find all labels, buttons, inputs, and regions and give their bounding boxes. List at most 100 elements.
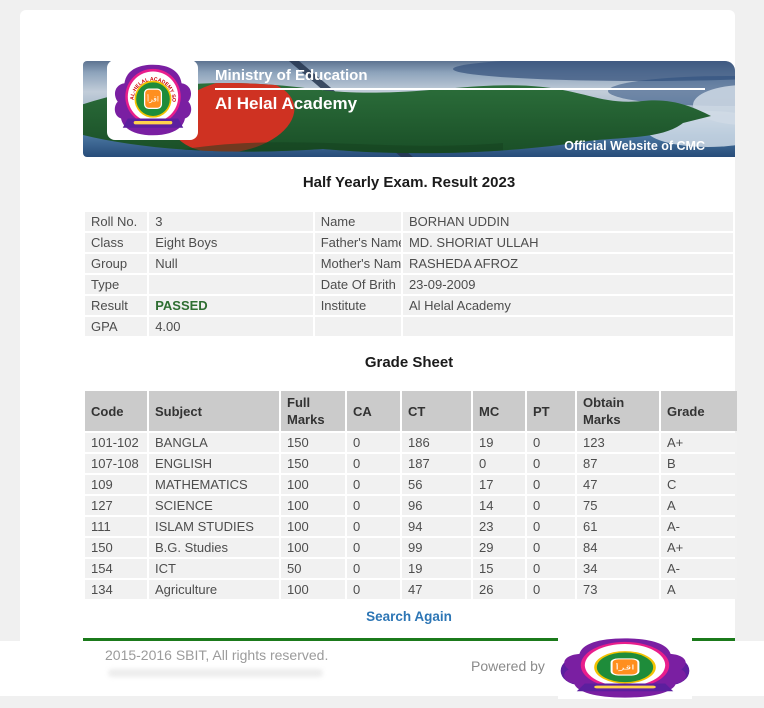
grade-cell-full-marks: 150 <box>281 433 345 452</box>
grade-cell-obtain: 47 <box>577 475 659 494</box>
info-label: Father's Name <box>314 233 401 252</box>
grade-cell-ca: 0 <box>347 475 400 494</box>
grade-cell-ct: 187 <box>402 454 471 473</box>
col-header-pt: PT <box>527 391 575 431</box>
grade-cell-ca: 0 <box>347 433 400 452</box>
official-website-note: Official Website of CMC <box>564 139 705 153</box>
grade-cell-mc: 0 <box>473 454 525 473</box>
search-again-container: Search Again <box>83 608 735 626</box>
search-again-link[interactable]: Search Again <box>366 609 452 624</box>
grade-cell-pt: 0 <box>527 580 575 599</box>
grade-cell-grade: A+ <box>661 538 737 557</box>
grade-cell-pt: 0 <box>527 559 575 578</box>
grade-cell-code: 109 <box>85 475 147 494</box>
info-label: GPA <box>85 317 148 336</box>
grade-cell-ca: 0 <box>347 538 400 557</box>
grade-cell-subject: B.G. Studies <box>149 538 279 557</box>
result-status: PASSED <box>149 296 313 315</box>
grade-cell-subject: Agriculture <box>149 580 279 599</box>
grade-row: 107-108 ENGLISH 150 0 187 0 0 87 B <box>85 454 737 473</box>
content-card: AL-HELAL ACADEMY SONAGAZI اقرأ Ministry … <box>20 10 737 645</box>
col-header-full-marks: Full Marks <box>281 391 345 431</box>
info-label: Type <box>85 275 148 294</box>
col-header-mc: MC <box>473 391 525 431</box>
ministry-title: Ministry of Education <box>215 67 368 84</box>
info-row: Result PASSED Institute Al Helal Academy <box>85 296 733 315</box>
grade-sheet-title: Grade Sheet <box>364 354 454 371</box>
grade-cell-full-marks: 100 <box>281 580 345 599</box>
grade-cell-ct: 94 <box>402 517 471 536</box>
grade-cell-obtain: 75 <box>577 496 659 515</box>
banner-divider <box>215 88 705 90</box>
grade-cell-obtain: 61 <box>577 517 659 536</box>
grade-cell-mc: 17 <box>473 475 525 494</box>
logo-arabic-text: اقرأ <box>147 94 159 104</box>
grade-cell-subject: SCIENCE <box>149 496 279 515</box>
grade-cell-full-marks: 100 <box>281 496 345 515</box>
info-row: Group Null Mother's Name RASHEDA AFROZ <box>85 254 733 273</box>
bangladesh-flag-image <box>83 61 735 157</box>
grade-cell-full-marks: 150 <box>281 454 345 473</box>
grade-cell-mc: 29 <box>473 538 525 557</box>
grade-cell-obtain: 87 <box>577 454 659 473</box>
grade-cell-grade: A- <box>661 559 737 578</box>
powered-by-logo[interactable]: اقرأ <box>558 637 692 699</box>
faint-text-artifact <box>108 669 323 677</box>
grade-cell-pt: 0 <box>527 517 575 536</box>
info-label: Roll No. <box>85 212 148 231</box>
footer: 2015-2016 SBIT, All rights reserved. Pow… <box>0 637 764 699</box>
grade-cell-mc: 15 <box>473 559 525 578</box>
grade-cell-mc: 26 <box>473 580 525 599</box>
grade-cell-code: 127 <box>85 496 147 515</box>
grade-cell-grade: B <box>661 454 737 473</box>
grade-cell-ca: 0 <box>347 580 400 599</box>
info-value: BORHAN UDDIN <box>402 212 733 231</box>
info-value: MD. SHORIAT ULLAH <box>402 233 733 252</box>
grade-row: 101-102 BANGLA 150 0 186 19 0 123 A+ <box>85 433 737 452</box>
col-header-subject: Subject <box>149 391 279 431</box>
grade-cell-mc: 19 <box>473 433 525 452</box>
info-label: Class <box>85 233 148 252</box>
info-label: Institute <box>314 296 401 315</box>
grade-cell-obtain: 123 <box>577 433 659 452</box>
grade-header-row: Code Subject Full Marks CA CT MC PT Obta… <box>85 391 737 431</box>
grade-cell-grade: C <box>661 475 737 494</box>
copyright-text: 2015-2016 SBIT, All rights reserved. <box>105 647 329 663</box>
info-label <box>314 317 401 336</box>
grade-cell-ct: 56 <box>402 475 471 494</box>
grade-cell-obtain: 73 <box>577 580 659 599</box>
grade-cell-code: 107-108 <box>85 454 147 473</box>
info-value: 4.00 <box>149 317 313 336</box>
grade-cell-mc: 23 <box>473 517 525 536</box>
page-title: Half Yearly Exam. Result 2023 <box>302 174 516 191</box>
info-value <box>149 275 313 294</box>
col-header-grade: Grade <box>661 391 737 431</box>
grade-cell-pt: 0 <box>527 496 575 515</box>
grade-cell-code: 150 <box>85 538 147 557</box>
info-value <box>402 317 733 336</box>
grade-cell-ca: 0 <box>347 517 400 536</box>
powered-by-logo-emblem: اقرأ <box>560 638 690 698</box>
info-value: 23-09-2009 <box>402 275 733 294</box>
grade-cell-ct: 99 <box>402 538 471 557</box>
grade-cell-code: 134 <box>85 580 147 599</box>
grade-cell-subject: ENGLISH <box>149 454 279 473</box>
grade-row: 127 SCIENCE 100 0 96 14 0 75 A <box>85 496 737 515</box>
info-label: Mother's Name <box>314 254 401 273</box>
col-header-obtain-marks: Obtain Marks <box>577 391 659 431</box>
grade-cell-grade: A <box>661 496 737 515</box>
grade-sheet-table: Code Subject Full Marks CA CT MC PT Obta… <box>83 389 739 601</box>
grade-cell-pt: 0 <box>527 538 575 557</box>
info-label: Result <box>85 296 148 315</box>
grade-row: 150 B.G. Studies 100 0 99 29 0 84 A+ <box>85 538 737 557</box>
grade-cell-ct: 186 <box>402 433 471 452</box>
grade-cell-pt: 0 <box>527 433 575 452</box>
col-header-ct: CT <box>402 391 471 431</box>
grade-cell-full-marks: 100 <box>281 517 345 536</box>
student-info-table: Roll No. 3 Name BORHAN UDDIN Class Eight… <box>83 210 735 338</box>
info-label: Name <box>314 212 401 231</box>
grade-cell-subject: MATHEMATICS <box>149 475 279 494</box>
academy-title: Al Helal Academy <box>215 94 358 113</box>
info-value: 3 <box>149 212 313 231</box>
